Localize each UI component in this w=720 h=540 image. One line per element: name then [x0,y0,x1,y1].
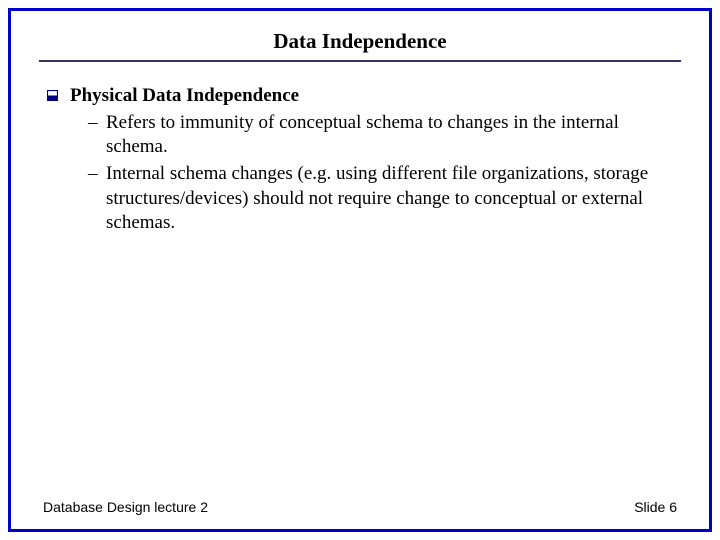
bullet-heading: Physical Data Independence [70,84,673,109]
dash-icon: – [88,111,106,136]
footer: Database Design lecture 2 Slide 6 [11,499,709,529]
footer-left: Database Design lecture 2 [43,499,208,515]
title-underline [39,60,681,62]
footer-right: Slide 6 [634,499,677,515]
sub-bullet-item: – Refers to immunity of conceptual schem… [88,111,673,160]
square-bullet-icon [47,90,58,101]
content-area: Physical Data Independence – Refers to i… [11,70,709,499]
title-area: Data Independence [11,11,709,70]
bullet-body: Physical Data Independence – Refers to i… [70,84,673,236]
slide-title: Data Independence [11,29,709,54]
sub-bullet-item: – Internal schema changes (e.g. using di… [88,162,673,236]
dash-icon: – [88,162,106,187]
sub-bullet-text: Internal schema changes (e.g. using diff… [106,162,673,236]
slide-frame: Data Independence Physical Data Independ… [8,8,712,532]
bullet-item: Physical Data Independence – Refers to i… [47,84,673,236]
sub-bullet-text: Refers to immunity of conceptual schema … [106,111,673,160]
